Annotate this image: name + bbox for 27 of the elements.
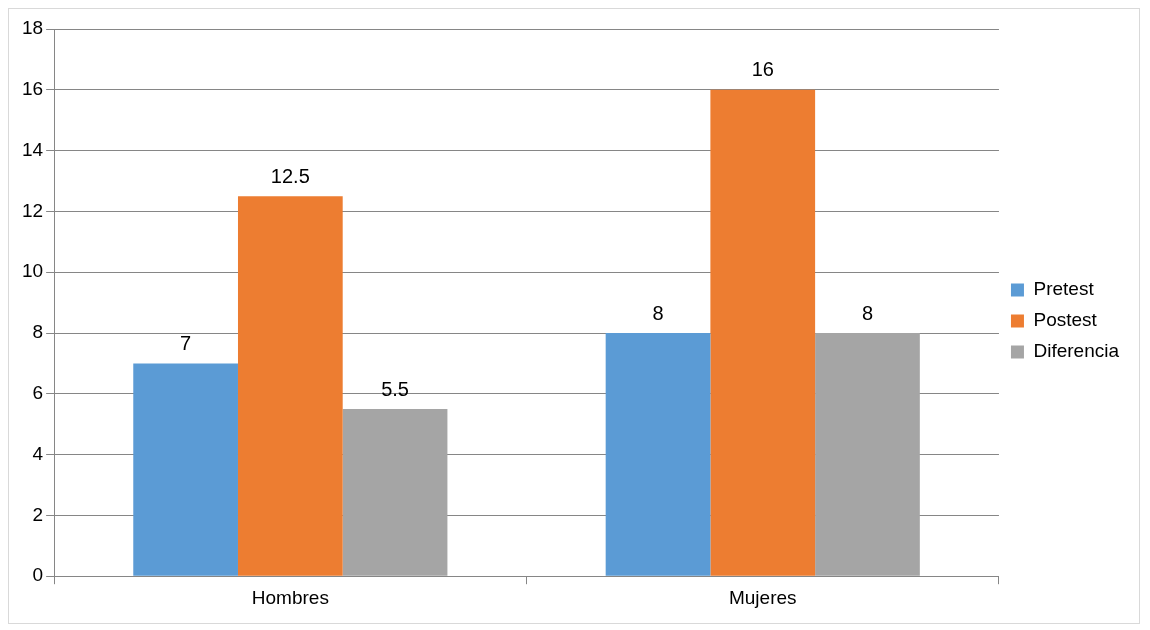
data-label: 8 [652, 301, 664, 324]
y-tick-label: 14 [21, 138, 44, 160]
data-label: 12.5 [270, 164, 310, 187]
y-tick-label: 18 [21, 17, 44, 39]
bar [605, 333, 711, 576]
y-tick-label: 16 [21, 78, 44, 100]
y-tick-label: 4 [32, 442, 44, 464]
data-label: 5.5 [381, 377, 409, 400]
y-tick-label: 6 [32, 382, 44, 404]
bar [710, 89, 816, 576]
x-tick-label: Mujeres [728, 586, 797, 608]
y-tick-label: 8 [32, 321, 44, 343]
legend-label: Diferencia [1033, 340, 1120, 362]
legend-label: Pretest [1033, 278, 1095, 300]
y-tick-label: 10 [21, 260, 44, 282]
y-tick-label: 2 [32, 503, 44, 525]
data-label: 8 [861, 301, 874, 324]
bar [342, 409, 448, 576]
y-tick-label: 0 [32, 564, 44, 586]
y-tick-label: 12 [21, 199, 44, 221]
bar [237, 196, 343, 576]
bar [815, 333, 920, 576]
x-tick-label: Hombres [251, 586, 329, 608]
data-label: 16 [751, 58, 774, 81]
bar [133, 363, 238, 576]
legend-label: Postest [1033, 309, 1098, 331]
data-label: 7 [180, 331, 192, 354]
